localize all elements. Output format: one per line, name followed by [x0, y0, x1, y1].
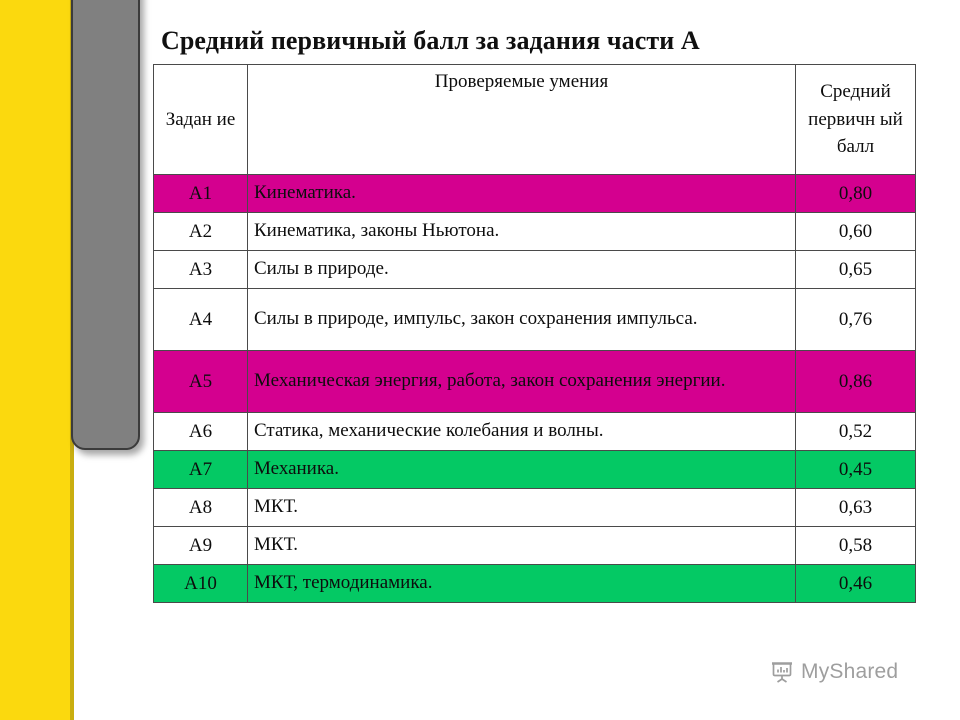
- cell-task-code: А1: [153, 174, 248, 213]
- cell-task-code: А9: [153, 526, 248, 565]
- gray-side-panel: [71, 0, 140, 450]
- column-header-score: Средний первичн ый балл: [795, 64, 916, 175]
- presentation-board-icon: [770, 660, 794, 684]
- cell-task-code: А3: [153, 250, 248, 289]
- table-row: А6 Статика, механические колебания и волн…: [153, 412, 916, 451]
- table-row: А10 МКТ, термодинамика. 0,46: [153, 564, 916, 603]
- table-row: А2 Кинематика, законы Ньютона. 0,60: [153, 212, 916, 251]
- table-row: А4 Силы в природе, импульс, закон сохране…: [153, 288, 916, 351]
- cell-average-score: 0,52: [795, 412, 916, 451]
- watermark-label: MyShared: [801, 660, 899, 683]
- table-row: А8 МКТ. 0,63: [153, 488, 916, 527]
- yellow-side-band: [0, 0, 70, 720]
- cell-skill-description: МКТ.: [247, 526, 796, 565]
- cell-task-code: А8: [153, 488, 248, 527]
- cell-skill-description: Силы в природе.: [247, 250, 796, 289]
- cell-skill-description: Механическая энергия, работа, закон сохр…: [247, 350, 796, 413]
- page-title: Средний первичный балл за задания части …: [161, 26, 700, 55]
- cell-average-score: 0,76: [795, 288, 916, 351]
- table-header-row: Задан ие Проверяемые умения Средний перв…: [153, 64, 916, 175]
- cell-skill-description: МКТ.: [247, 488, 796, 527]
- average-score-table: Задан ие Проверяемые умения Средний перв…: [153, 64, 916, 603]
- cell-average-score: 0,58: [795, 526, 916, 565]
- cell-task-code: А5: [153, 350, 248, 413]
- column-header-task: Задан ие: [153, 64, 248, 175]
- cell-task-code: А10: [153, 564, 248, 603]
- cell-average-score: 0,46: [795, 564, 916, 603]
- table-row: А9 МКТ. 0,58: [153, 526, 916, 565]
- column-header-skill: Проверяемые умения: [247, 64, 796, 175]
- cell-average-score: 0,65: [795, 250, 916, 289]
- table-body: А1 Кинематика. 0,80 А2 Кинематика, законы Нь…: [153, 174, 916, 603]
- cell-task-code: А2: [153, 212, 248, 251]
- cell-skill-description: МКТ, термодинамика.: [247, 564, 796, 603]
- cell-skill-description: Статика, механические колебания и волны.: [247, 412, 796, 451]
- cell-task-code: А7: [153, 450, 248, 489]
- cell-skill-description: Кинематика, законы Ньютона.: [247, 212, 796, 251]
- table-row: А1 Кинематика. 0,80: [153, 174, 916, 213]
- cell-skill-description: Силы в природе, импульс, закон сохранени…: [247, 288, 796, 351]
- slide-content: Средний первичный балл за задания части …: [153, 0, 943, 603]
- table-row: А3 Силы в природе. 0,65: [153, 250, 916, 289]
- cell-average-score: 0,45: [795, 450, 916, 489]
- cell-average-score: 0,60: [795, 212, 916, 251]
- cell-task-code: А4: [153, 288, 248, 351]
- cell-average-score: 0,86: [795, 350, 916, 413]
- cell-skill-description: Механика.: [247, 450, 796, 489]
- myshared-watermark: MyShared: [770, 660, 898, 684]
- cell-skill-description: Кинематика.: [247, 174, 796, 213]
- table-row: А5 Механическая энергия, работа, закон со…: [153, 350, 916, 413]
- table-row: А7 Механика. 0,45: [153, 450, 916, 489]
- cell-average-score: 0,80: [795, 174, 916, 213]
- cell-average-score: 0,63: [795, 488, 916, 527]
- cell-task-code: А6: [153, 412, 248, 451]
